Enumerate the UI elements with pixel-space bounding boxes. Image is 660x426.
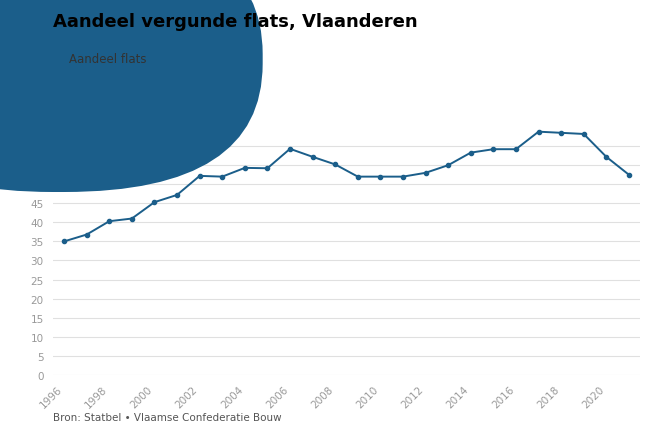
Text: Bron: Statbel • Vlaamse Confederatie Bouw: Bron: Statbel • Vlaamse Confederatie Bou… (53, 412, 281, 422)
Text: Aandeel flats: Aandeel flats (69, 53, 147, 66)
Text: Aandeel vergunde flats, Vlaanderen: Aandeel vergunde flats, Vlaanderen (53, 13, 417, 31)
